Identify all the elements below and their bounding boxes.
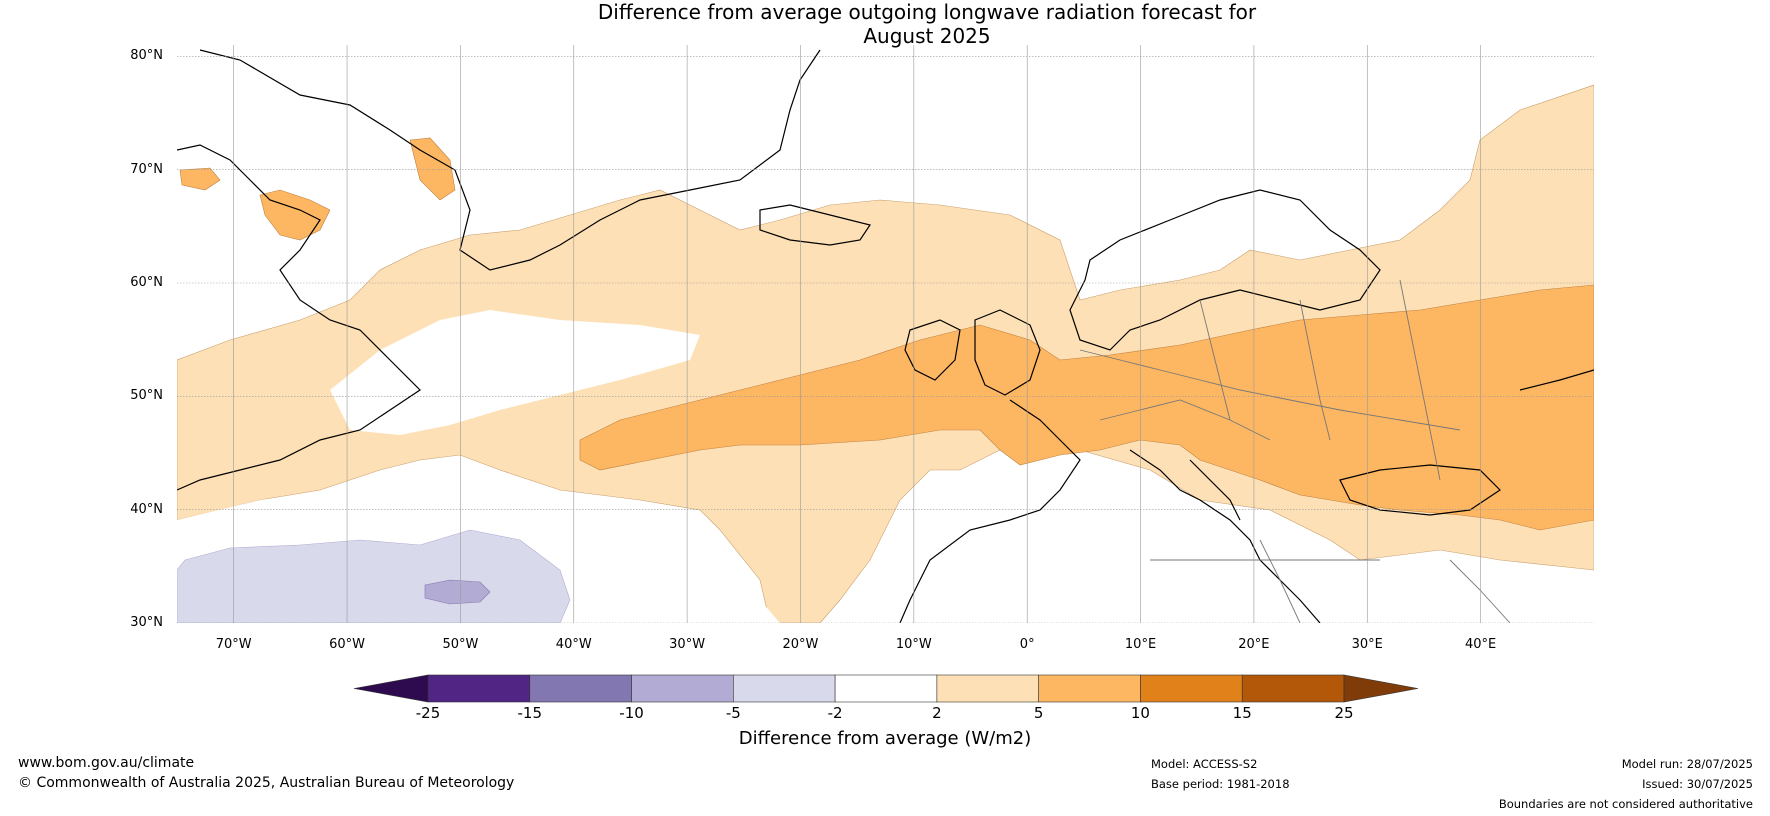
colorbar-segment [631,674,734,703]
colorbar-tick-label: -10 [619,704,644,722]
map-title: Difference from average outgoing longwav… [0,0,1770,48]
anomaly-mid-purple [424,579,491,605]
colorbar-segment [834,674,938,703]
title-line-1: Difference from average outgoing longwav… [597,0,1257,24]
colorbar-segment [936,674,1039,703]
map-area [177,45,1594,623]
lat-label: 70°N [130,161,163,177]
anomaly-neutral-atlantic [330,310,700,435]
lat-label: 30°N [130,615,163,630]
lon-label: 40°E [1464,637,1497,652]
issued-date: Issued: 30/07/2025 [1642,777,1753,791]
colorbar-segment [529,674,632,703]
colorbar-segment [1140,674,1243,703]
base-period: Base period: 1981-2018 [1151,777,1290,791]
lat-label: 60°N [130,275,163,290]
lon-label: 50°W [442,637,479,652]
colorbar-tick-label: 10 [1130,704,1150,722]
anomaly-orange-greenland-east [409,137,456,201]
colorbar-low-extend [353,674,429,703]
colorbar-high-extend [1343,674,1419,703]
gridlines [177,45,1594,623]
colorbar [353,674,1419,703]
lon-label: 20°W [782,637,819,652]
boundaries-disclaimer: Boundaries are not considered authoritat… [1498,797,1753,811]
colorbar-tick-label: 15 [1232,704,1252,722]
colorbar-tick-label: -25 [415,704,441,722]
lon-label: 30°W [669,637,706,652]
country-borders [1079,279,1511,623]
anomaly-orange-canada [179,167,221,191]
lon-label: 0° [1019,637,1035,652]
colorbar-tick-label: 25 [1334,704,1354,722]
lat-label: 40°N [130,501,163,517]
colorbar-tick-label: -2 [827,704,843,722]
colorbar-segment [733,674,836,703]
copyright-text: © Commonwealth of Australia 2025, Austra… [18,775,515,791]
lon-label: 40°W [555,637,592,652]
lat-label: 50°N [130,388,163,404]
colorbar-segment [427,674,531,703]
coastlines [177,49,1594,623]
colorbar-tick-label: -5 [725,704,741,722]
lon-label: 10°W [895,637,932,652]
colorbar-tick-label: 2 [932,704,942,722]
lat-label: 80°N [130,48,163,64]
model-run-date: Model run: 28/07/2025 [1621,757,1753,771]
anomaly-orange-band [579,284,1594,531]
colorbar-tick-label: -15 [517,704,543,722]
colorbar-tick-label: 5 [1033,704,1044,722]
lon-label: 60°W [329,637,365,652]
website-link[interactable]: www.bom.gov.au/climate [18,755,195,771]
colorbar-segment [1038,674,1141,703]
lon-label: 30°E [1351,637,1383,652]
colorbar-segment [1241,674,1345,703]
lon-label: 20°E [1238,637,1270,652]
lon-label: 70°W [215,637,252,652]
model-name: Model: ACCESS-S2 [1151,757,1258,771]
lon-label: 10°E [1124,637,1157,652]
colorbar-label: Difference from average (W/m2) [738,728,1032,749]
title-line-2: August 2025 [863,24,991,48]
anomaly-orange-greenland [259,189,331,241]
